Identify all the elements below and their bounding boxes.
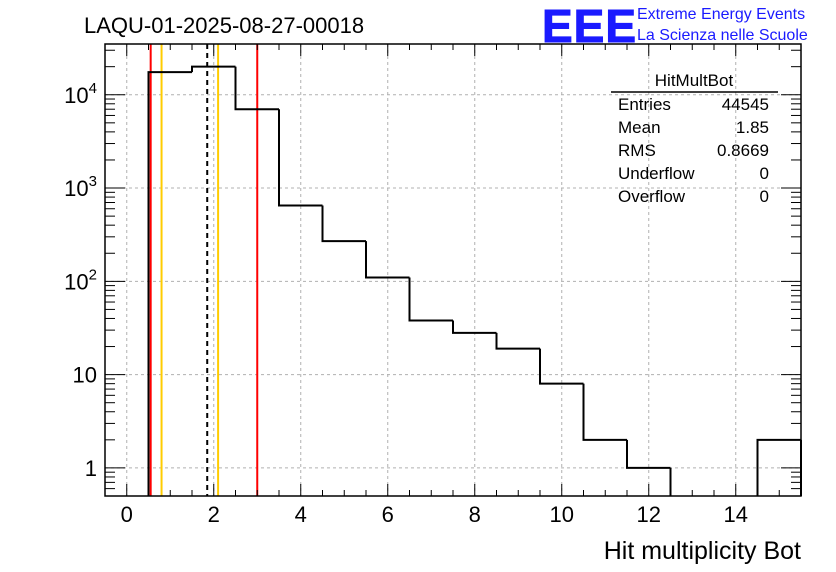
- stats-value: 44545: [722, 95, 769, 114]
- y-axis-ticks: 1 10 102 103 104: [64, 49, 801, 497]
- stats-value: 0: [760, 187, 769, 206]
- x-axis-title: Hit multiplicity Bot: [604, 537, 801, 565]
- x-tick-label: 14: [724, 502, 748, 527]
- y-tick-label: 10: [73, 363, 97, 388]
- logo-line2: La Scienza nelle Scuole: [637, 27, 808, 44]
- stats-label: Overflow: [618, 187, 686, 206]
- stats-value: 0.8669: [717, 141, 769, 160]
- x-tick-label: 6: [382, 502, 394, 527]
- x-tick-label: 8: [469, 502, 481, 527]
- x-axis-ticks: 0 2 4 6 8 10 12 14: [104, 44, 802, 527]
- y-tick-label: 102: [64, 266, 97, 294]
- stats-label: Entries: [618, 95, 671, 114]
- y-tick-label: 103: [64, 173, 97, 201]
- x-tick-label: 12: [637, 502, 661, 527]
- x-tick-label: 0: [121, 502, 133, 527]
- stats-label: Mean: [618, 118, 661, 137]
- stats-value: 0: [760, 164, 769, 183]
- x-tick-label: 10: [550, 502, 574, 527]
- stats-label: RMS: [618, 141, 656, 160]
- vertical-marker-lines: [149, 44, 259, 496]
- stats-value: 1.85: [736, 118, 769, 137]
- grid: [105, 44, 801, 496]
- plot-frame: [104, 43, 802, 497]
- eee-logo: EEE Extreme Energy Events La Scienza nel…: [542, 0, 808, 53]
- stats-title: HitMultBot: [655, 71, 734, 90]
- stats-label: Underflow: [618, 164, 695, 183]
- stats-rows: Entries 44545 Mean 1.85 RMS 0.8669 Underflow 0 O…: [618, 95, 769, 206]
- chart-title: LAQU-01-2025-08-27-00018: [84, 13, 364, 38]
- stats-box: HitMultBot Entries 44545 Mean 1.85 RMS 0.8669…: [611, 71, 778, 206]
- y-tick-label: 104: [64, 80, 97, 108]
- logo-line1: Extreme Energy Events: [637, 6, 805, 23]
- x-tick-label: 2: [208, 502, 220, 527]
- x-tick-label: 4: [295, 502, 307, 527]
- histogram-outline: [147, 65, 802, 496]
- y-tick-label: 1: [85, 456, 97, 481]
